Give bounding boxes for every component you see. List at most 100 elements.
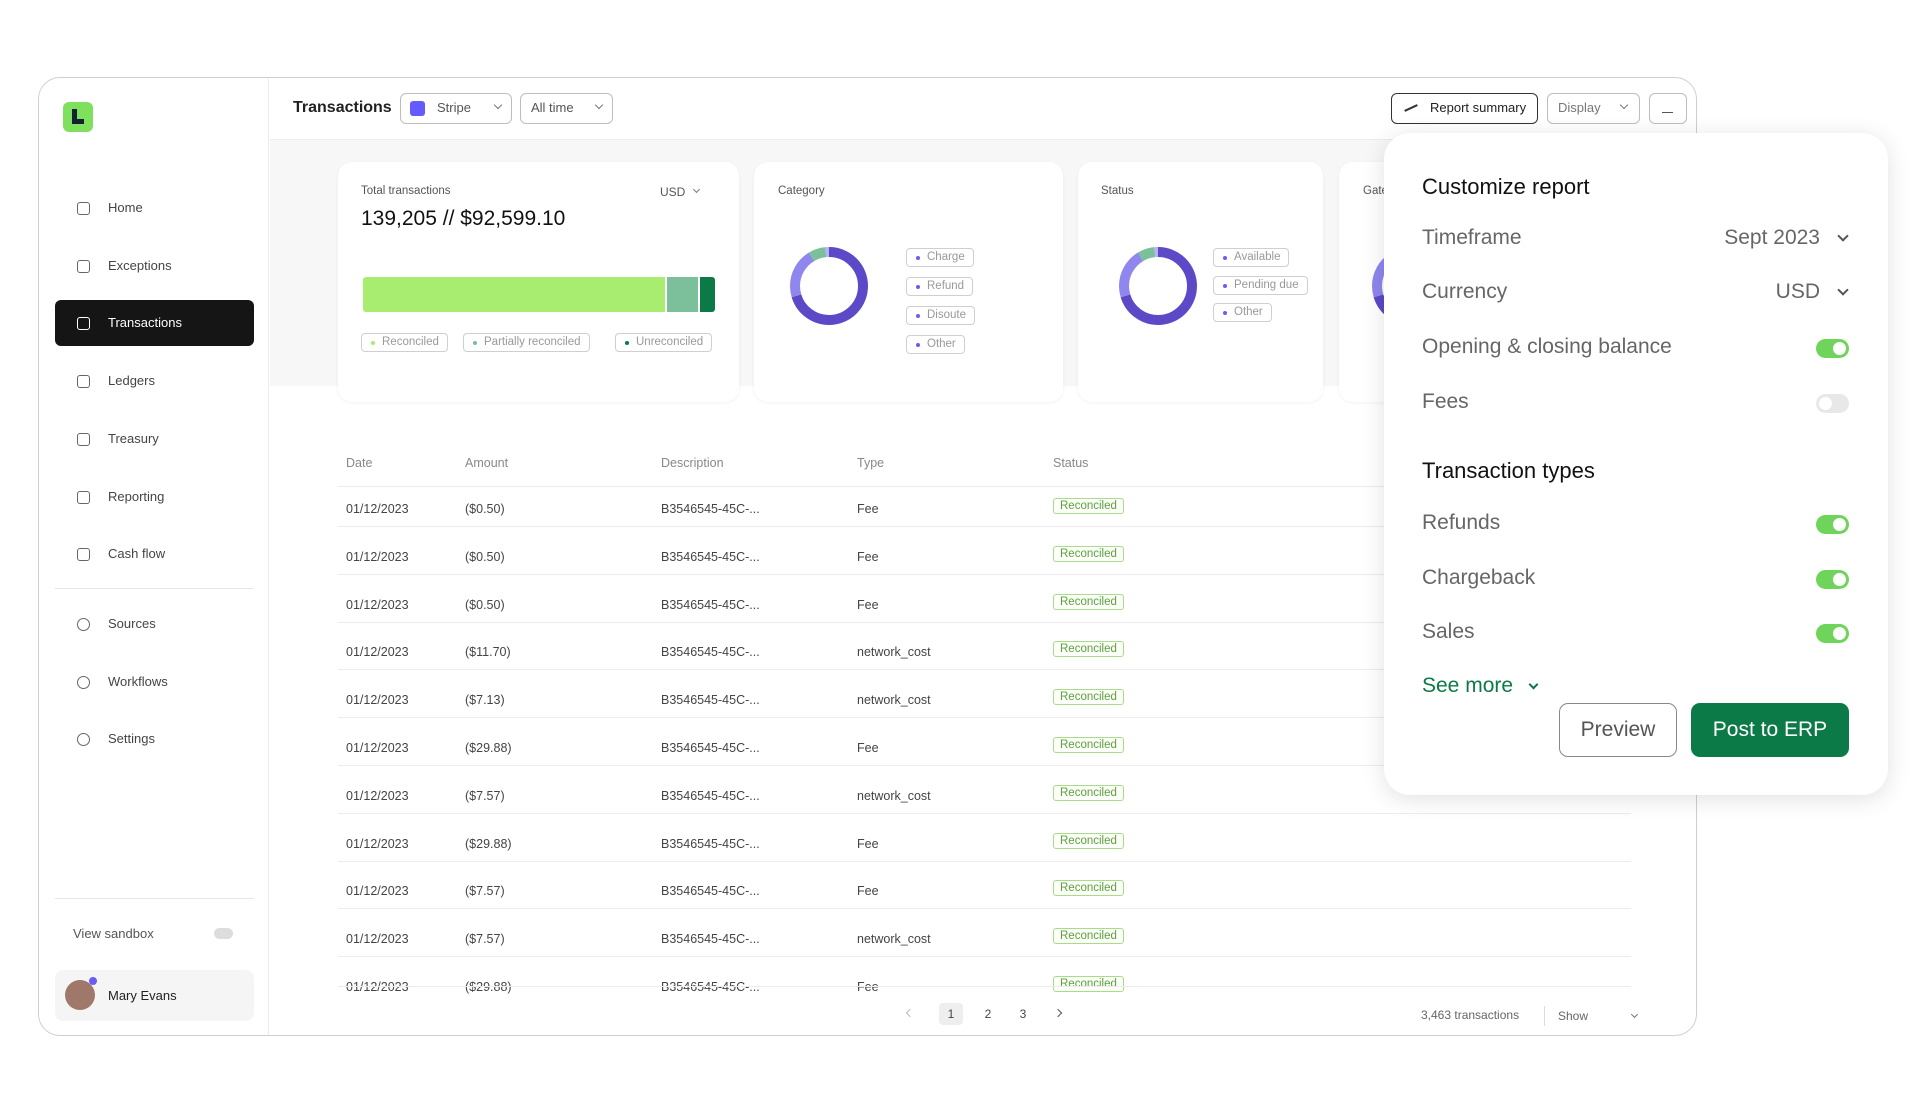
chevron — [594, 100, 604, 110]
card-label: Gate — [1363, 185, 1388, 197]
select-label: Timeframe — [1422, 226, 1522, 249]
nav-item[interactable]: Home — [108, 200, 143, 215]
row-divider — [338, 486, 1631, 487]
table-cell: Fee — [857, 884, 879, 899]
nav-item[interactable]: Reporting — [108, 488, 165, 504]
trend-icon — [1404, 104, 1418, 112]
header-button[interactable]: Display — [1547, 93, 1640, 124]
summary-card — [754, 162, 1063, 402]
table-cell: B3546545-45C-... — [661, 645, 760, 660]
button-label: Display — [1558, 100, 1601, 115]
toggle[interactable] — [1816, 339, 1849, 358]
table-cell: Fee — [857, 741, 879, 755]
post-button[interactable]: Post to ERP — [1691, 703, 1849, 757]
bar-unreconciled — [700, 277, 715, 312]
nav-icon — [77, 490, 90, 504]
page-number[interactable]: 1 — [939, 1003, 963, 1025]
sidebar — [39, 78, 269, 1035]
sandbox-toggle[interactable] — [214, 928, 233, 939]
nav-item[interactable]: Settings — [108, 731, 155, 746]
nav-item[interactable]: Treasury — [108, 430, 159, 446]
currency-select[interactable]: USD — [660, 185, 686, 199]
page-number[interactable]: 2 — [984, 1007, 992, 1021]
nav-icon — [77, 375, 90, 389]
toggle-label: Opening & closing balance — [1422, 335, 1672, 358]
download-button[interactable] — [1649, 93, 1687, 124]
nav-icon — [77, 317, 90, 331]
table-cell: Fee — [857, 549, 879, 564]
table-cell: B3546545-45C-... — [661, 502, 760, 516]
card-label: Category — [778, 185, 825, 197]
table-cell: ($7.57) — [465, 788, 505, 803]
table-cell: 01/12/2023 — [346, 502, 409, 516]
row-divider — [338, 573, 1631, 575]
page-title: Transactions — [293, 99, 392, 116]
table-cell: 01/12/2023 — [346, 980, 409, 994]
table-cell: 01/12/2023 — [346, 693, 409, 708]
row-divider — [338, 669, 1631, 671]
prev-page[interactable] — [905, 1008, 915, 1018]
bar-reconciled — [363, 277, 665, 312]
legend-pill: Reconciled — [361, 333, 448, 352]
table-cell: B3546545-45C-... — [661, 980, 760, 994]
row-divider — [338, 717, 1631, 719]
customize-panel — [1384, 133, 1888, 795]
table-cell: 01/12/2023 — [346, 932, 409, 947]
table-cell: 01/12/2023 — [346, 645, 409, 660]
nav-divider — [55, 898, 254, 899]
select-value[interactable]: USD — [1775, 280, 1820, 303]
toggle[interactable] — [1816, 569, 1849, 589]
status-badge: Reconciled — [1053, 832, 1124, 849]
show-select[interactable]: Show — [1558, 1009, 1589, 1023]
see-more-link[interactable]: See more — [1422, 674, 1514, 697]
table-cell: Fee — [857, 980, 879, 994]
filter-dropdown[interactable]: All time — [520, 93, 613, 124]
toggle[interactable] — [1816, 515, 1849, 534]
nav-icon — [77, 259, 90, 273]
row-divider — [338, 621, 1631, 623]
nav-item[interactable]: Cash flow — [108, 546, 166, 562]
legend-pill: Charge — [906, 248, 974, 267]
nav-icon — [77, 432, 90, 446]
toggle[interactable] — [1816, 624, 1849, 643]
status-badge: Reconciled — [1053, 545, 1124, 562]
nav-icon — [77, 733, 90, 746]
column-header: Date — [346, 456, 373, 470]
nav-item[interactable]: Workflows — [108, 673, 168, 689]
nav-item[interactable]: Ledgers — [108, 373, 155, 389]
page-number[interactable]: 3 — [1019, 1007, 1027, 1021]
row-divider — [338, 956, 1631, 958]
row-divider — [338, 812, 1631, 814]
legend-pill: Unreconciled — [615, 333, 713, 352]
table-cell: B3546545-45C-... — [661, 597, 760, 612]
table-cell: ($29.88) — [465, 836, 512, 851]
transaction-count: 3,463 transactions — [1421, 1008, 1520, 1022]
status-badge: Reconciled — [1053, 737, 1124, 753]
toggle-label: Fees — [1422, 389, 1469, 413]
toggle[interactable] — [1816, 393, 1849, 413]
select-value[interactable]: Sept 2023 — [1724, 226, 1820, 249]
table-cell: ($29.88) — [465, 980, 512, 994]
sandbox-label: View sandbox — [73, 926, 154, 941]
legend-pill: Other — [906, 335, 965, 354]
filter-dropdown[interactable]: Stripe — [400, 93, 512, 124]
table-cell: B3546545-45C-... — [661, 836, 760, 851]
toggle-knob — [1833, 342, 1846, 355]
header-button[interactable]: Report summary — [1391, 93, 1538, 124]
preview-button[interactable]: Preview — [1559, 703, 1677, 757]
nav-item[interactable]: Exceptions — [108, 257, 172, 273]
table-cell: ($0.50) — [465, 502, 505, 516]
toggle-knob — [1819, 396, 1832, 410]
next-page[interactable] — [1053, 1008, 1063, 1018]
nav-item[interactable]: Sources — [108, 616, 156, 631]
avatar — [65, 980, 95, 1010]
legend-pill: Refund — [906, 277, 974, 296]
chevron — [1630, 1010, 1639, 1019]
legend-pill: Available — [1213, 248, 1290, 267]
nav-item[interactable]: Transactions — [108, 315, 182, 331]
logo — [63, 102, 93, 132]
table-cell: Fee — [857, 836, 879, 851]
table-cell: 01/12/2023 — [346, 788, 409, 803]
card-label: Total transactions — [361, 185, 451, 197]
nav-icon — [77, 202, 90, 215]
